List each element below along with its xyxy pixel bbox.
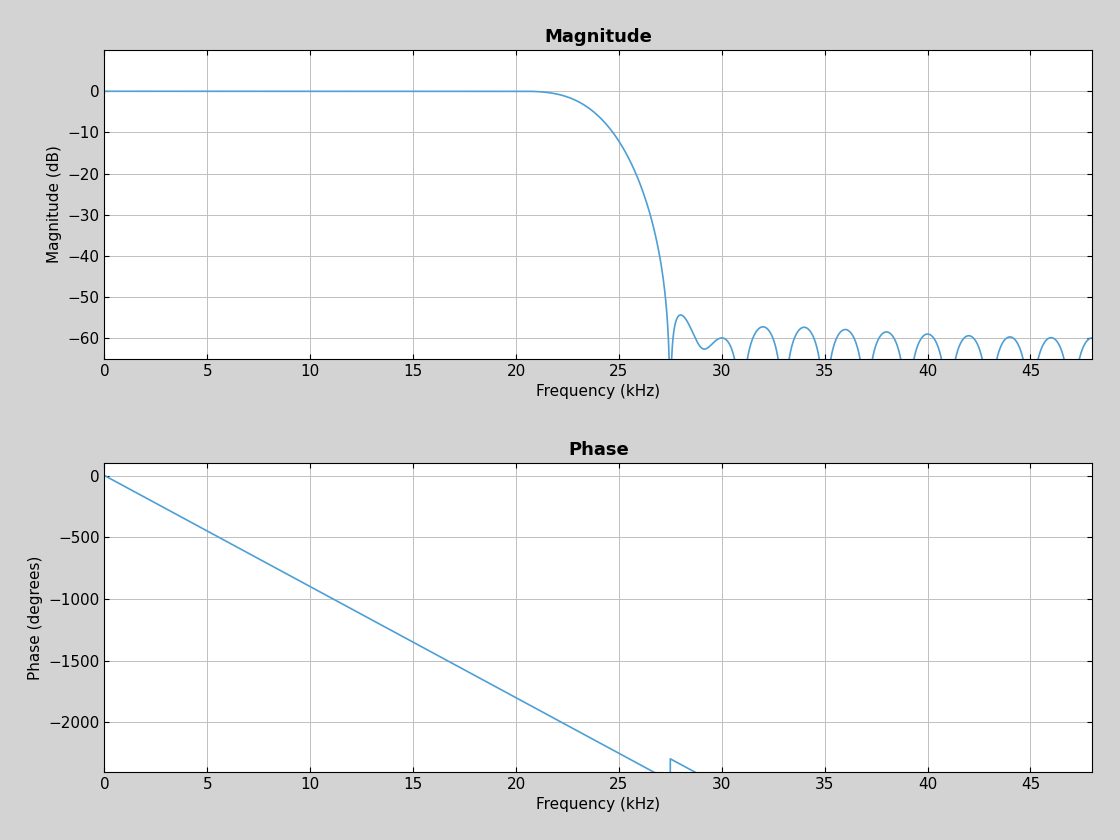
Title: Magnitude: Magnitude bbox=[544, 28, 652, 45]
Y-axis label: Phase (degrees): Phase (degrees) bbox=[28, 555, 43, 680]
X-axis label: Frequency (kHz): Frequency (kHz) bbox=[536, 384, 661, 399]
Y-axis label: Magnitude (dB): Magnitude (dB) bbox=[47, 145, 62, 264]
X-axis label: Frequency (kHz): Frequency (kHz) bbox=[536, 797, 661, 812]
Title: Phase: Phase bbox=[568, 441, 628, 459]
